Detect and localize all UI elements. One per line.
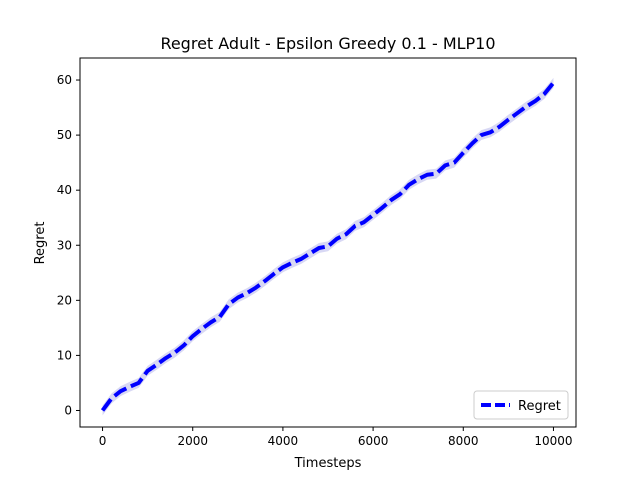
y-tick-label: 40 xyxy=(57,183,72,197)
y-axis-label: Regret xyxy=(33,222,48,265)
plot-area: 0 2000 4000 6000 8000 10000 0 10 20 30 40 50 60 Regre… xyxy=(57,57,577,448)
y-tick-label: 30 xyxy=(57,238,72,252)
legend-label-regret: Regret xyxy=(518,399,561,414)
y-tick-label: 10 xyxy=(57,348,72,362)
series-confidence-band xyxy=(102,77,554,416)
x-tick-label: 2000 xyxy=(177,434,208,448)
chart-title: Regret Adult - Epsilon Greedy 0.1 - MLP1… xyxy=(160,34,495,53)
x-tick-label: 10000 xyxy=(534,434,572,448)
x-axis-label: Timesteps xyxy=(294,456,362,471)
series-line-regret xyxy=(100,81,555,412)
y-tick-label: 0 xyxy=(64,403,72,417)
x-tick-label: 6000 xyxy=(358,434,389,448)
y-tick-label: 60 xyxy=(57,73,72,87)
legend-box xyxy=(473,390,569,420)
y-tick-label: 50 xyxy=(57,128,72,142)
y-tick-label: 20 xyxy=(57,293,72,307)
x-tick-label: 4000 xyxy=(268,434,299,448)
x-tick-label: 8000 xyxy=(448,434,479,448)
x-tick-label: 0 xyxy=(99,434,107,448)
axes-frame xyxy=(79,57,577,428)
